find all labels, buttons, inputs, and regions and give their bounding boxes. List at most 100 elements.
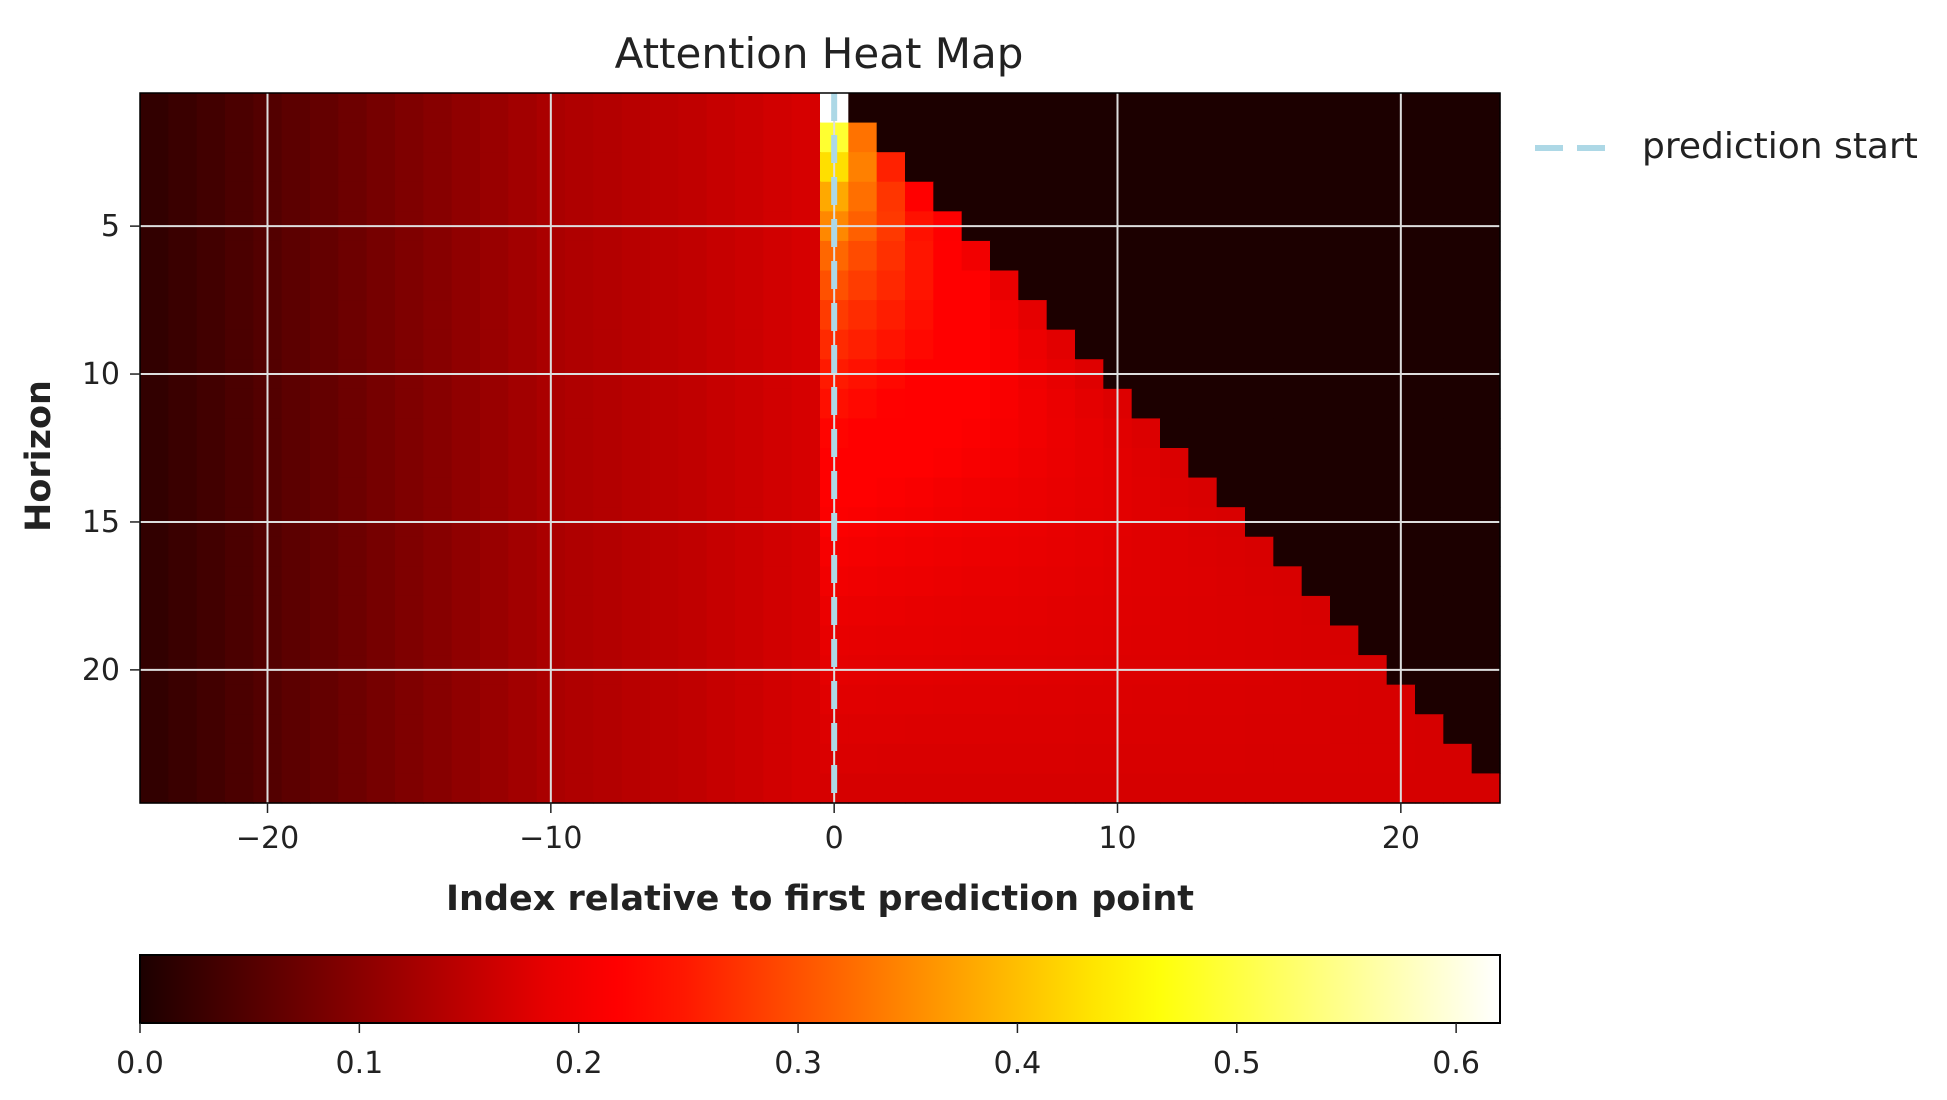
heatmap-cell (848, 477, 878, 508)
heatmap-cell (338, 566, 368, 597)
heatmap-cell (791, 684, 821, 715)
heatmap-cell (1273, 595, 1303, 627)
heatmap-cell (338, 418, 368, 449)
heatmap-cell (593, 418, 623, 449)
heatmap-cell (933, 152, 963, 183)
heatmap-cell (735, 536, 764, 567)
heatmap-cell (1330, 329, 1359, 360)
heatmap-cell (791, 625, 821, 656)
colorbar-tick-label: 0.3 (774, 1046, 822, 1081)
heatmap-cell (791, 714, 821, 745)
heatmap-cell (961, 536, 991, 567)
heatmap-cell (933, 270, 963, 301)
heatmap-cell (168, 595, 198, 627)
heatmap-cell (310, 181, 339, 212)
heatmap-cell (225, 329, 254, 360)
heatmap-cell (905, 477, 934, 508)
heatmap-cell (1301, 684, 1331, 715)
heatmap-cell (593, 625, 623, 656)
heatmap-cell (791, 773, 821, 804)
heatmap-cell (1415, 388, 1444, 420)
heatmap-cell (1245, 270, 1274, 301)
heatmap-cell (961, 418, 991, 449)
heatmap-cell (508, 684, 538, 715)
heatmap-cell (508, 743, 538, 775)
heatmap-cell (1443, 684, 1473, 715)
heatmap-cell (1471, 152, 1501, 183)
heatmap-cell (1245, 714, 1274, 745)
heatmap-cell (395, 329, 424, 360)
heatmap-cell (281, 152, 311, 183)
colorbar-tick-label: 0.5 (1213, 1046, 1261, 1081)
heatmap-cell (1443, 270, 1473, 301)
heatmap-cell (451, 300, 481, 331)
heatmap-cell (791, 418, 821, 449)
heatmap-cell (1216, 743, 1246, 775)
heatmap-cell (848, 625, 878, 656)
heatmap-cell (1131, 270, 1161, 301)
y-axis-ticks: 5 10 15 20 (82, 209, 140, 688)
heatmap-cell (876, 714, 906, 745)
heatmap-cell (905, 714, 934, 745)
heatmap-cell (1301, 536, 1331, 567)
heatmap-cell (1216, 773, 1246, 804)
heatmap-cell (1216, 566, 1246, 597)
heatmap-cell (366, 625, 396, 656)
heatmap-cell (1301, 773, 1331, 804)
heatmap-cell (480, 743, 509, 775)
heatmap-cell (763, 93, 793, 124)
heatmap-cell (905, 773, 934, 804)
heatmap-cell (196, 181, 226, 212)
heatmap-cell (905, 270, 934, 301)
heatmap-cell (196, 388, 226, 420)
heatmap-cell (763, 536, 793, 567)
heatmap-cell (1216, 240, 1246, 272)
heatmap-cell (1131, 418, 1161, 449)
heatmap-cell (1471, 418, 1501, 449)
heatmap-cell (1358, 625, 1388, 656)
heatmap-cell (961, 270, 991, 301)
heatmap-cell (1415, 152, 1444, 183)
heatmap-cell (1443, 388, 1473, 420)
heatmap-cell (961, 566, 991, 597)
heatmap-cell (480, 418, 509, 449)
heatmap-cell (565, 93, 594, 124)
heatmap-cell (1301, 122, 1331, 153)
heatmap-cell (1471, 329, 1501, 360)
heatmap-cell (508, 240, 538, 272)
heatmap-cell (565, 240, 594, 272)
heatmap-cell (706, 448, 736, 479)
colorbar-tick-label: 0.0 (116, 1046, 164, 1081)
heatmap-cell (310, 329, 339, 360)
heatmap-cell (451, 536, 481, 567)
heatmap-cell (650, 743, 679, 775)
heatmap-cell (480, 684, 509, 715)
heatmap-cell (735, 477, 764, 508)
heatmap-cell (1216, 448, 1246, 479)
heatmap-cell (1046, 536, 1076, 567)
x-tick-label: 20 (1382, 821, 1420, 856)
heatmap-cell (905, 388, 934, 420)
heatmap-cell (933, 714, 963, 745)
heatmap-cell (1018, 566, 1048, 597)
heatmap-cell (1358, 93, 1388, 124)
heatmap-cell (876, 743, 906, 775)
heatmap-cell (1443, 181, 1473, 212)
heatmap-cell (366, 773, 396, 804)
heatmap-cell (1415, 122, 1444, 153)
heatmap-cell (508, 329, 538, 360)
heatmap-cell (168, 743, 198, 775)
heatmap-cell (310, 536, 339, 567)
heatmap-cell (735, 684, 764, 715)
heatmap-cell (1415, 625, 1444, 656)
heatmap-cell (281, 300, 311, 331)
heatmap-cell (1443, 240, 1473, 272)
heatmap-cell (933, 388, 963, 420)
heatmap-cell (678, 122, 708, 153)
heatmap-cell (1046, 93, 1076, 124)
heatmap-cell (621, 152, 651, 183)
heatmap-cell (1160, 329, 1189, 360)
heatmap-cell (678, 388, 708, 420)
heatmap-cell (1330, 93, 1359, 124)
heatmap-cell (735, 122, 764, 153)
